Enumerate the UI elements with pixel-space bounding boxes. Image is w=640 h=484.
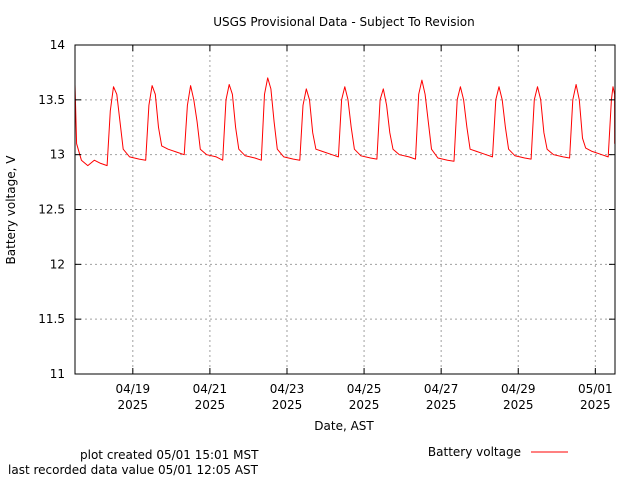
x-tick-layer: 04/19 2025 04/21 2025 04/23 2025 04/25 2025 04/2… <box>116 45 613 412</box>
x-tick-label-year: 2025 <box>349 398 380 412</box>
x-tick-label-year: 2025 <box>426 398 457 412</box>
y-tick-layer: 11 11.5 12 12.5 13 13.5 14 <box>38 38 615 381</box>
x-tick-label-year: 2025 <box>580 398 611 412</box>
x-tick-label-date: 04/19 <box>116 382 151 396</box>
x-tick-label-year: 2025 <box>503 398 534 412</box>
x-tick-label-date: 04/23 <box>270 382 305 396</box>
y-tick-label: 13 <box>50 148 65 162</box>
y-tick-label: 12 <box>50 257 65 271</box>
y-tick-label: 11 <box>50 367 65 381</box>
x-tick-label-date: 05/01 <box>578 382 613 396</box>
x-tick-label-date: 04/25 <box>347 382 382 396</box>
y-tick-label: 13.5 <box>38 93 65 107</box>
x-tick-label-date: 04/21 <box>193 382 228 396</box>
x-axis-label: Date, AST <box>314 419 374 433</box>
y-axis-label: Battery voltage, V <box>4 155 18 265</box>
y-tick-label: 11.5 <box>38 312 65 326</box>
legend-label: Battery voltage <box>428 445 521 459</box>
x-tick-label-year: 2025 <box>195 398 226 412</box>
plot-created-note: plot created 05/01 15:01 MST <box>80 448 259 462</box>
y-tick-label: 12.5 <box>38 203 65 217</box>
x-tick-label-date: 04/27 <box>424 382 459 396</box>
data-layer <box>74 77 616 167</box>
series-line <box>74 77 616 167</box>
grid-layer <box>75 45 615 374</box>
last-recorded-note: last recorded data value 05/01 12:05 AST <box>8 463 258 477</box>
chart-title: USGS Provisional Data - Subject To Revis… <box>213 15 475 29</box>
x-tick-label-date: 04/29 <box>501 382 536 396</box>
x-tick-label-year: 2025 <box>272 398 303 412</box>
legend: Battery voltage <box>428 445 568 459</box>
y-tick-label: 14 <box>50 38 65 52</box>
x-tick-label-year: 2025 <box>118 398 149 412</box>
